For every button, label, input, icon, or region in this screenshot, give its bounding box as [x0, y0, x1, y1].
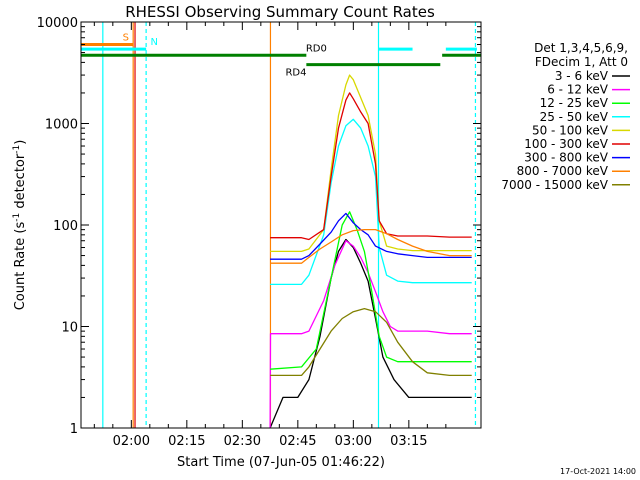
y-axis-label-main: Count Rate (s — [13, 222, 28, 311]
series-line-12-25-kev — [270, 211, 472, 370]
series-line-50-100-kev — [270, 74, 472, 253]
status-bar-label-s: S — [123, 33, 129, 44]
legend-header-decimation: FDecim 1, Att 0 — [535, 55, 628, 69]
series-lines — [269, 74, 472, 428]
legend-label-7000-15000-kev: 7000 - 15000 keV — [501, 178, 608, 192]
axis-ticks: 02:00 02:15 02:30 02:45 03:00 03:15 1 10 100 1000… — [37, 16, 481, 449]
x-tick-label: 03:15 — [390, 434, 427, 449]
y-tick-label: 1 — [70, 422, 78, 437]
x-tick-label: 03:00 — [335, 434, 372, 449]
series-line-800-7000-kev — [270, 228, 472, 264]
y-axis-label-sup1: -1 — [12, 213, 22, 222]
status-bar-label-rd4: RD4 — [285, 68, 306, 79]
footer-timestamp: 17-Oct-2021 14:00 — [560, 467, 636, 476]
status-bars: S N RD0 RD4 — [81, 33, 481, 79]
x-tick-label: 02:00 — [113, 434, 150, 449]
legend-header-detectors: Det 1,3,4,5,6,9, — [534, 41, 628, 55]
series-line-6-12-kev — [269, 240, 472, 428]
y-tick-label: 10 — [61, 321, 78, 336]
legend-label-12-25-kev: 12 - 25 keV — [540, 96, 609, 110]
y-axis-label-mid: detector — [13, 153, 28, 213]
legend-label-100-300-kev: 100 - 300 keV — [524, 137, 608, 151]
legend-label-6-12-kev: 6 - 12 keV — [547, 83, 609, 97]
legend-label-3-6-kev: 3 - 6 keV — [555, 69, 609, 83]
x-tick-label: 02:45 — [279, 434, 316, 449]
plot-frame — [80, 21, 482, 429]
series-line-25-50-kev — [270, 118, 472, 286]
legend-label-300-800-kev: 300 - 800 keV — [524, 151, 608, 165]
y-tick-label: 100 — [53, 219, 78, 234]
y-tick-label: 10000 — [37, 16, 78, 31]
y-axis-label: Count Rate (s-1 detector-1) — [12, 140, 28, 311]
x-axis-label: Start Time (07-Jun-05 01:46:22) — [177, 455, 385, 470]
status-bar-label-n: N — [151, 37, 158, 48]
y-tick-label: 1000 — [45, 118, 78, 133]
x-tick-label: 02:15 — [168, 434, 205, 449]
x-tick-label: 02:30 — [224, 434, 261, 449]
series-line-3-6-kev — [269, 238, 472, 428]
status-bar-label-rd0: RD0 — [306, 43, 327, 54]
legend-label-800-7000-kev: 800 - 7000 keV — [517, 164, 609, 178]
y-axis-label-sup2: -1 — [12, 145, 22, 154]
legend-label-50-100-kev: 50 - 100 keV — [532, 123, 609, 137]
legend-label-25-50-kev: 25 - 50 keV — [540, 110, 609, 124]
y-axis-label-end: ) — [13, 140, 28, 145]
series-line-100-300-kev — [270, 92, 472, 241]
chart-title: RHESSI Observing Summary Count Rates — [125, 3, 435, 21]
series-line-7000-15000-kev — [270, 307, 472, 377]
legend: Det 1,3,4,5,6,9, FDecim 1, Att 0 3 - 6 k… — [501, 41, 630, 192]
